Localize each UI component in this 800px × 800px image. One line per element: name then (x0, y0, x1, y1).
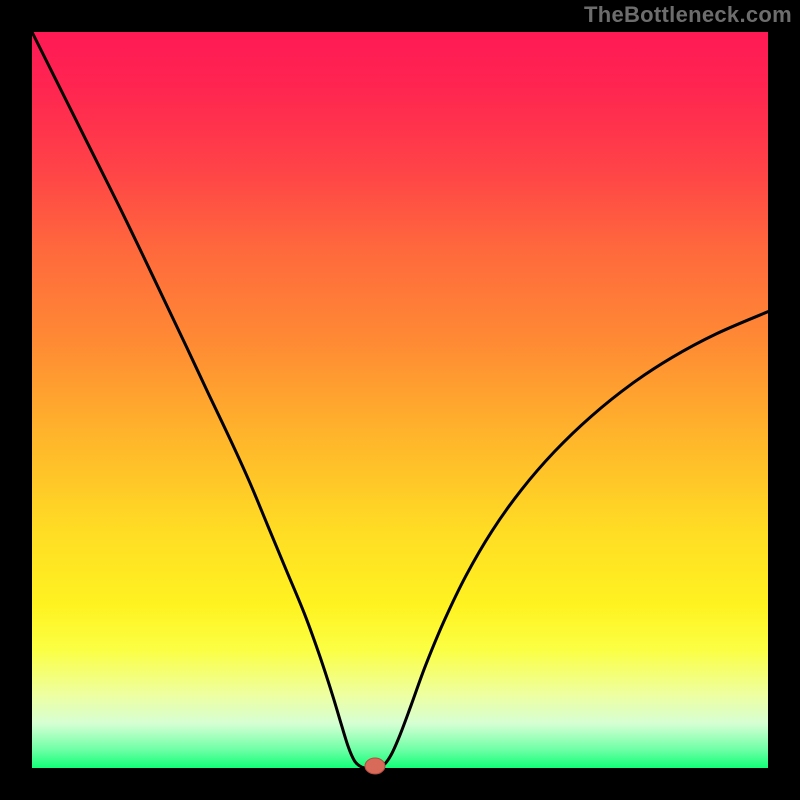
chart-svg (0, 0, 800, 800)
plot-background (32, 32, 768, 768)
chart-container: TheBottleneck.com (0, 0, 800, 800)
watermark-text: TheBottleneck.com (584, 2, 792, 28)
bottleneck-marker (365, 758, 385, 774)
